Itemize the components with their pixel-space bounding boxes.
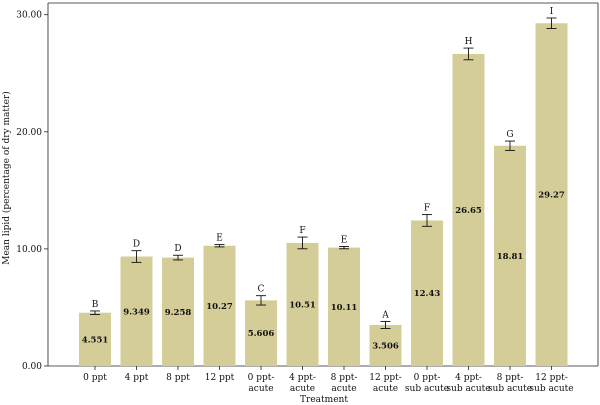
bar <box>79 312 111 366</box>
data-label: 29.27 <box>538 191 565 201</box>
data-label: 5.606 <box>248 329 275 339</box>
data-label: 10.27 <box>206 302 233 312</box>
x-tick-label: 12 ppt-sub acute <box>529 373 573 394</box>
group-letters: B D D E C F E A F H G I <box>92 7 554 320</box>
significance-letter: B <box>92 300 99 310</box>
data-label: 12.43 <box>414 289 441 299</box>
data-label: 9.258 <box>165 308 192 318</box>
bar <box>245 300 277 366</box>
x-tick-label-line: 0 ppt- <box>248 373 275 383</box>
significance-letter: A <box>381 310 389 320</box>
x-tick-label-line: 4 ppt <box>125 373 149 383</box>
significance-letter: H <box>465 37 473 47</box>
significance-letter: F <box>424 204 430 214</box>
x-tick-label-line: acute <box>290 384 315 394</box>
x-tick-label: 12 ppt <box>205 373 235 383</box>
x-tick-label-line: acute <box>331 384 356 394</box>
x-tick-label: 12 ppt-acute <box>369 373 402 394</box>
x-tick-label-line: 12 ppt- <box>369 373 402 383</box>
bar <box>411 220 443 366</box>
x-tick-label: 0 ppt-acute <box>248 373 275 394</box>
bar <box>452 53 485 366</box>
data-label: 9.349 <box>123 307 150 317</box>
data-label: 10.51 <box>289 300 316 310</box>
x-tick-label-line: sub acute <box>488 384 532 394</box>
bars <box>79 23 568 366</box>
significance-letter: I <box>550 7 554 17</box>
bar <box>203 245 236 366</box>
x-tick-label-line: sub acute <box>529 384 573 394</box>
data-label: 26.65 <box>455 206 482 216</box>
bar <box>328 247 360 366</box>
y-tick-label: 30.00 <box>16 11 42 21</box>
x-tick-label: 8 ppt-acute <box>331 373 358 394</box>
x-tick-label-line: sub acute <box>446 384 490 394</box>
bar <box>494 145 526 366</box>
data-label: 10.11 <box>331 303 358 313</box>
x-tick-label-line: 0 ppt <box>83 373 107 383</box>
significance-letter: E <box>341 235 348 245</box>
x-tick-label-line: 8 ppt- <box>331 373 358 383</box>
x-tick-label-line: 12 ppt- <box>535 373 568 383</box>
bar <box>286 242 319 366</box>
data-label: 18.81 <box>497 252 524 262</box>
significance-letter: G <box>506 130 513 140</box>
x-tick-label: 0 ppt-sub acute <box>405 373 449 394</box>
x-tick-label-line: 8 ppt- <box>497 373 524 383</box>
value-labels: 4.551 9.349 9.258 10.27 5.606 10.51 10.11 3.506… <box>82 191 565 352</box>
x-tick-label-line: acute <box>248 384 273 394</box>
x-tick-label: 8 ppt-sub acute <box>488 373 532 394</box>
y-tick-label: 10.00 <box>16 245 42 255</box>
x-tick-label: 4 ppt-acute <box>289 373 316 394</box>
y-axis-title: Mean lipid (percentage of dry matter) <box>1 91 12 264</box>
x-tick-label-line: 4 ppt- <box>455 373 482 383</box>
significance-letter: C <box>258 285 265 295</box>
y-axis: 0.00 10.00 20.00 30.00 <box>16 2 599 372</box>
error-bars <box>90 17 557 329</box>
x-tick-label-line: acute <box>373 384 398 394</box>
y-tick-label: 0.00 <box>22 362 42 372</box>
x-axis-title: Treatment <box>300 395 348 405</box>
bar <box>120 256 153 366</box>
x-tick-label: 4 ppt <box>125 373 149 383</box>
x-tick-label-line: sub acute <box>405 384 449 394</box>
bar <box>369 324 402 366</box>
x-tick-label: 0 ppt <box>83 373 107 383</box>
significance-letter: D <box>133 240 140 250</box>
bar <box>535 23 568 366</box>
bar <box>162 257 194 366</box>
x-tick-label: 8 ppt <box>166 373 190 383</box>
significance-letter: E <box>216 234 223 244</box>
y-tick-label: 20.00 <box>16 128 42 138</box>
x-tick-label-line: 4 ppt- <box>289 373 316 383</box>
data-label: 3.506 <box>372 341 399 351</box>
data-label: 4.551 <box>82 335 109 345</box>
significance-letter: D <box>174 244 181 254</box>
x-tick-label: 4 ppt-sub acute <box>446 373 490 394</box>
x-tick-label-line: 12 ppt <box>205 373 235 383</box>
x-tick-label-line: 0 ppt- <box>414 373 441 383</box>
x-tick-label-line: 8 ppt <box>166 373 190 383</box>
significance-letter: F <box>299 226 305 236</box>
